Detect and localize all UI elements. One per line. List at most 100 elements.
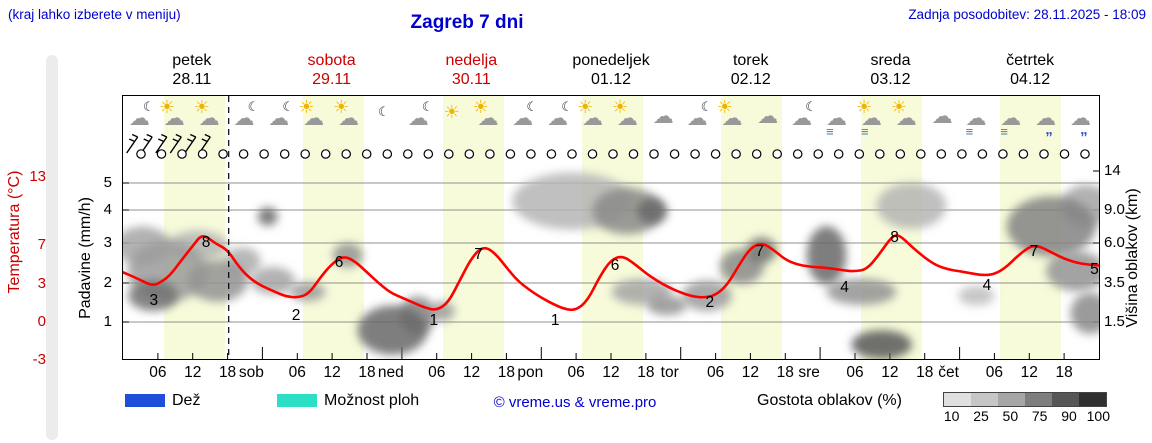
sun-glyph: ☀ <box>298 97 315 117</box>
axis-tick-9.0: 9.0 <box>1104 201 1125 218</box>
sun-cloud-icon: ☀ ☁ <box>332 98 367 140</box>
x-hour-label: 06 <box>428 364 446 381</box>
sun-glyph: ☀ <box>612 97 629 117</box>
cloud-glyph: ☁ <box>163 107 185 130</box>
moon-icon: ☾ <box>367 98 402 140</box>
moon-glyph: ☾ <box>526 99 539 114</box>
page-title: Zagreb 7 dni <box>410 12 524 33</box>
x-day-label-pon: pon <box>517 364 544 381</box>
cloud-icon: ☁ <box>925 98 960 140</box>
cloud-glyph: ☁ <box>757 105 779 128</box>
credit-link[interactable]: © vreme.us & vreme.pro <box>493 394 657 411</box>
x-hour-label: 12 <box>462 364 481 381</box>
cloud-cover-blobs <box>123 172 1099 359</box>
cloud-moon-icon: ☁ ☾ <box>402 98 437 140</box>
density-cell <box>944 393 971 406</box>
svg-text:4: 4 <box>983 277 992 294</box>
meteogram-canvas: 3 8 2 6 1 7 1 6 2 7 4 8 4 7 5 <box>123 96 1099 359</box>
fog-glyph: ≡ <box>1000 124 1010 139</box>
cloud-glyph: ☁ <box>582 107 604 130</box>
day-name: ponedeljek <box>572 52 650 69</box>
cloud-rain-icon: ☁ „ <box>1064 98 1099 140</box>
moon-glyph: ☾ <box>143 99 155 114</box>
cloud-moon-icon: ☁ ☾ <box>506 98 541 140</box>
svg-text:3: 3 <box>149 292 158 309</box>
density-cell <box>1079 393 1106 406</box>
day-date: 29.11 <box>312 71 351 88</box>
moon-glyph: ☾ <box>421 99 434 114</box>
cloud-moon-icon: ☁ ☾ <box>262 98 297 140</box>
rain-glyph: „ <box>1045 121 1053 138</box>
sun-cloud-icon: ☀ ☁ <box>158 98 193 140</box>
cloud-fog-icon: ☁ ≡ <box>994 98 1029 140</box>
moon-glyph: ☾ <box>561 99 573 114</box>
cloud-glyph: ☁ <box>617 107 638 130</box>
density-tick: 10 <box>943 408 960 424</box>
cloud-glyph: ☁ <box>826 107 848 130</box>
density-tick: 75 <box>1031 408 1048 424</box>
sun-glyph: ☀ <box>856 97 873 117</box>
day-header-ponedeljek: ponedeljek 01.12 <box>541 51 681 91</box>
day-headers: petek 28.11 sobota 29.11 nedelja 30.11 ponedel… <box>122 51 1100 91</box>
temperature-value-labels: 3 8 2 6 1 7 1 6 2 7 4 8 4 7 5 <box>149 229 1098 329</box>
x-hour-label: 12 <box>741 364 760 381</box>
cloud-glyph: ☁ <box>931 105 953 128</box>
sun-glyph: ☀ <box>716 97 733 117</box>
sun-cloud-icon: ☀ ☁ <box>890 98 925 140</box>
x-hour-label: 06 <box>985 364 1004 381</box>
menu-scrollbar[interactable] <box>46 55 58 440</box>
x-hour-label: 18 <box>916 364 934 381</box>
axis-tick-4: 4 <box>103 201 112 218</box>
svg-text:7: 7 <box>755 243 764 260</box>
rain-glyph: „ <box>1080 121 1088 138</box>
sun-glyph: ☀ <box>577 97 594 117</box>
sun-glyph: ☀ <box>193 97 210 117</box>
density-tick: 90 <box>1061 408 1077 424</box>
cloud-glyph: ☁ <box>407 107 429 130</box>
sun-glyph: ☀ <box>890 97 907 117</box>
density-legend-label: Gostota oblakov (%) <box>757 392 902 409</box>
x-day-label-sre: sre <box>798 364 820 381</box>
x-hour-label: 06 <box>288 364 306 381</box>
showers-legend-swatch <box>277 394 317 407</box>
density-tick: 100 <box>1086 408 1110 424</box>
day-header-nedelja: nedelja 30.11 <box>401 51 541 91</box>
sun-cloud-icon: ☀ ☁ <box>611 98 646 140</box>
x-hour-label: 06 <box>567 364 585 381</box>
precip-axis-label: Padavine (mm/h) <box>77 197 94 319</box>
cloud-glyph: ☁ <box>268 107 290 130</box>
cloud-rain-icon: ☁ „ <box>1029 98 1064 140</box>
fog-glyph: ≡ <box>965 124 975 139</box>
svg-text:6: 6 <box>611 257 620 274</box>
cloud-glyph: ☁ <box>198 107 220 130</box>
svg-text:7: 7 <box>474 246 483 263</box>
svg-text:5: 5 <box>1090 261 1099 278</box>
cloud-moon-icon: ☁ ☾ <box>785 98 820 140</box>
cloud-moon-icon: ☁ ☾ <box>123 98 158 140</box>
x-hour-label: 18 <box>218 364 237 381</box>
axis-tick-0: 0 <box>37 313 46 330</box>
density-cell <box>998 393 1025 406</box>
axis-tick-3: 3 <box>37 275 46 292</box>
sun-cloud-icon: ☀ ☁ <box>193 98 228 140</box>
fog-glyph: ≡ <box>826 124 835 139</box>
rain-legend-label: Dež <box>172 392 201 409</box>
daylight-band <box>303 96 365 359</box>
sun-cloud-icon: ☀ ☁ <box>576 98 611 140</box>
sun-icon: ☀ <box>437 98 472 140</box>
moon-glyph: ☾ <box>378 104 390 119</box>
sun-glyph: ☀ <box>443 102 460 122</box>
day-name: torek <box>732 52 769 69</box>
day-header-petek: petek 28.11 <box>122 51 262 91</box>
x-hour-label: 18 <box>358 364 376 381</box>
sun-cloud-icon: ☀ ☁ <box>472 98 507 140</box>
svg-text:1: 1 <box>429 312 438 329</box>
wind-barbs <box>126 133 211 154</box>
sun-cloud-icon: ☀ ☁ <box>716 98 751 140</box>
cloud-glyph: ☁ <box>1070 107 1092 130</box>
x-hour-label: 18 <box>1055 364 1073 381</box>
day-header-torek: torek 02.12 <box>681 51 821 91</box>
rain-legend-swatch <box>125 394 165 407</box>
cloud-glyph: ☁ <box>477 107 499 130</box>
day-name: nedelja <box>445 52 498 69</box>
